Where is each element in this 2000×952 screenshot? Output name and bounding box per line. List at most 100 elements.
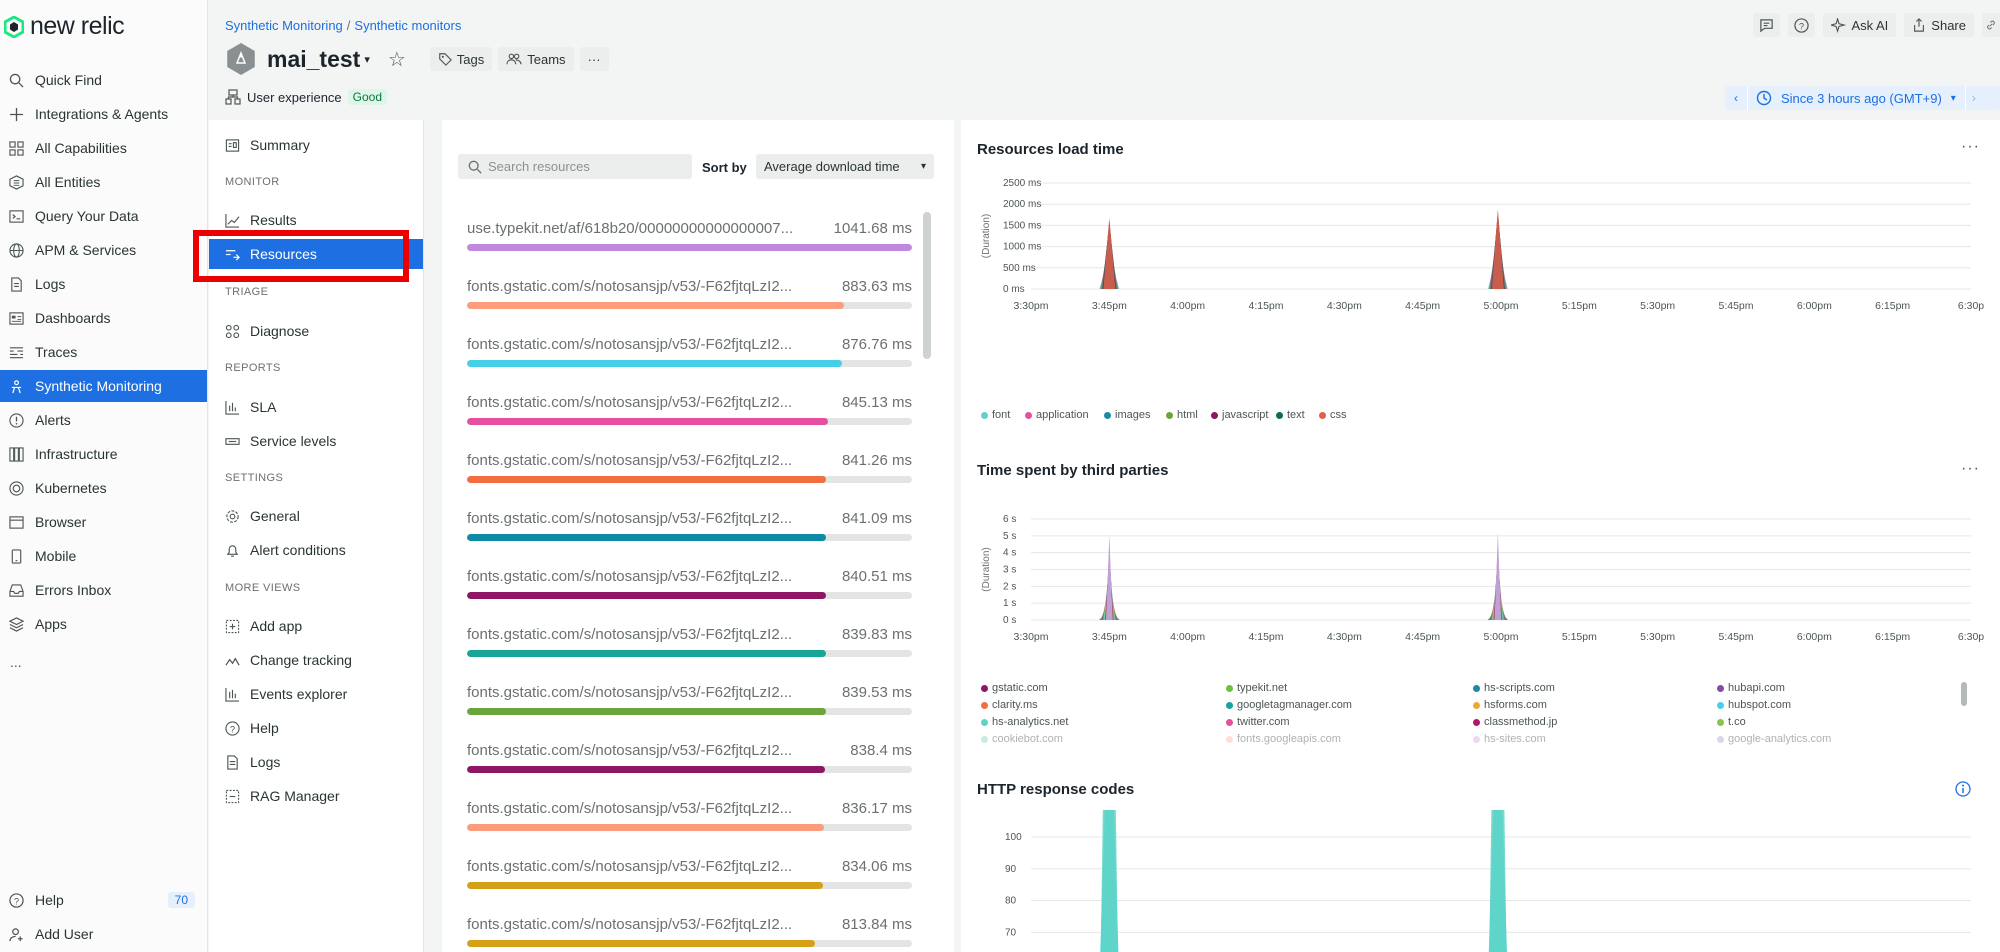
subnav-alert-conditions[interactable]: Alert conditions [209, 535, 423, 565]
legend-item[interactable]: t.co [1717, 716, 1746, 728]
subnav-events-explorer[interactable]: Events explorer [209, 679, 423, 709]
nav-more[interactable]: ... [10, 654, 22, 670]
nav-add-user[interactable]: Add User [0, 918, 207, 950]
nav-item-all-capabilities[interactable]: All Capabilities [0, 132, 207, 164]
resource-row[interactable]: fonts.gstatic.com/s/notosansjp/v53/-F62f… [467, 684, 912, 724]
copy-link-button[interactable] [1982, 13, 2000, 37]
legend-item[interactable]: hs-analytics.net [981, 716, 1068, 728]
help-button[interactable]: ? [1788, 13, 1816, 37]
legend-item[interactable]: text [1276, 409, 1305, 421]
user-experience-indicator[interactable]: User experience Good [225, 89, 388, 105]
legend-item[interactable]: classmethod.jp [1473, 716, 1557, 728]
resource-row[interactable]: fonts.gstatic.com/s/notosansjp/v53/-F62f… [467, 278, 912, 318]
nav-help[interactable]: ? Help 70 [0, 884, 207, 916]
legend-item[interactable]: twitter.com [1226, 716, 1290, 728]
resource-row[interactable]: fonts.gstatic.com/s/notosansjp/v53/-F62f… [467, 336, 912, 376]
legend-item[interactable]: hsforms.com [1473, 699, 1547, 711]
subnav-service-levels[interactable]: Service levels [209, 426, 423, 456]
legend-item[interactable]: gstatic.com [981, 682, 1048, 694]
legend-item[interactable]: hs-scripts.com [1473, 682, 1555, 694]
nav-item-alerts[interactable]: Alerts [0, 404, 207, 436]
area-spike-google-analytics-com[interactable] [1494, 532, 1501, 620]
nav-item-kubernetes[interactable]: Kubernetes [0, 472, 207, 504]
nav-item-logs[interactable]: Logs [0, 268, 207, 300]
chart-menu-button[interactable]: ··· [1961, 460, 1980, 477]
area-spike-other[interactable] [1489, 810, 1507, 952]
nav-item-synthetic-monitoring[interactable]: Synthetic Monitoring [0, 370, 207, 402]
resource-row[interactable]: fonts.gstatic.com/s/notosansjp/v53/-F62f… [467, 568, 912, 608]
nav-item-apps[interactable]: Apps [0, 608, 207, 640]
subnav-summary[interactable]: Summary [209, 130, 423, 160]
share-button[interactable]: Share [1904, 13, 1974, 37]
new-relic-logo[interactable]: new relic [4, 12, 125, 41]
nav-item-query-your-data[interactable]: Query Your Data [0, 200, 207, 232]
nav-item-quick-find[interactable]: Quick Find [0, 64, 207, 96]
subnav-rag-manager[interactable]: RAG Manager [209, 781, 423, 811]
resource-row[interactable]: fonts.gstatic.com/s/notosansjp/v53/-F62f… [467, 510, 912, 550]
subnav-logs[interactable]: Logs [209, 747, 423, 777]
legend-item[interactable]: hubspot.com [1717, 699, 1791, 711]
legend-item[interactable]: hubapi.com [1717, 682, 1785, 694]
nav-item-integrations-agents[interactable]: Integrations & Agents [0, 98, 207, 130]
legend-item[interactable]: clarity.ms [981, 699, 1038, 711]
nav-item-traces[interactable]: Traces [0, 336, 207, 368]
more-actions-button[interactable]: ··· [579, 47, 609, 71]
subnav-add-app[interactable]: Add app [209, 611, 423, 641]
chevron-right-icon[interactable]: › [1971, 91, 1976, 105]
nav-item-apm-services[interactable]: APM & Services [0, 234, 207, 266]
legend-item[interactable]: images [1104, 409, 1150, 421]
breadcrumb-synthetic-monitors[interactable]: Synthetic monitors [354, 18, 462, 33]
tags-button[interactable]: Tags [429, 47, 493, 71]
resource-row[interactable]: use.typekit.net/af/618b20/00000000000000… [467, 220, 912, 260]
subnav-resources[interactable]: Resources [209, 239, 423, 269]
subnav-diagnose[interactable]: Diagnose [209, 316, 423, 346]
chevron-down-icon[interactable]: ▾ [364, 53, 370, 66]
legend-item[interactable]: font [981, 409, 1010, 421]
resource-row[interactable]: fonts.gstatic.com/s/notosansjp/v53/-F62f… [467, 800, 912, 840]
nav-item-errors-inbox[interactable]: Errors Inbox [0, 574, 207, 606]
legend-scrollbar[interactable] [1961, 682, 1967, 706]
area-spike-google-analytics-com[interactable] [1106, 534, 1113, 620]
legend-item[interactable]: typekit.net [1226, 682, 1287, 694]
legend-item[interactable]: google-analytics.com [1717, 733, 1831, 745]
nav-item-infrastructure[interactable]: Infrastructure [0, 438, 207, 470]
feedback-button[interactable] [1753, 13, 1781, 37]
legend-item[interactable]: html [1166, 409, 1198, 421]
legend-item[interactable]: javascript [1211, 409, 1268, 421]
legend-item[interactable]: cookiebot.com [981, 733, 1063, 745]
nav-item-browser[interactable]: Browser [0, 506, 207, 538]
resource-row[interactable]: fonts.gstatic.com/s/notosansjp/v53/-F62f… [467, 742, 912, 782]
area-spike-other[interactable] [1100, 810, 1118, 952]
subnav-help[interactable]: ? Help [209, 713, 423, 743]
time-picker[interactable]: ‹ Since 3 hours ago (GMT+9) ▾ › [1725, 86, 2000, 110]
subnav-change-tracking[interactable]: Change tracking [209, 645, 423, 675]
area-spike-css[interactable] [1103, 217, 1116, 289]
search-input[interactable]: Search resources [458, 154, 692, 179]
nav-item-mobile[interactable]: Mobile [0, 540, 207, 572]
info-icon[interactable] [1955, 781, 1971, 797]
legend-item[interactable]: googletagmanager.com [1226, 699, 1352, 711]
chart-menu-button[interactable]: ··· [1961, 138, 1980, 155]
sort-select[interactable]: Average download time ▾ [756, 154, 934, 179]
chevron-left-icon[interactable]: ‹ [1734, 91, 1738, 105]
resource-row[interactable]: fonts.gstatic.com/s/notosansjp/v53/-F62f… [467, 916, 912, 952]
teams-button[interactable]: Teams [498, 47, 574, 71]
legend-item[interactable]: application [1025, 409, 1089, 421]
ask-ai-button[interactable]: Ask AI [1823, 13, 1897, 37]
nav-item-all-entities[interactable]: All Entities [0, 166, 207, 198]
resource-row[interactable]: fonts.gstatic.com/s/notosansjp/v53/-F62f… [467, 394, 912, 434]
resource-row[interactable]: fonts.gstatic.com/s/notosansjp/v53/-F62f… [467, 858, 912, 898]
legend-item[interactable]: hs-sites.com [1473, 733, 1546, 745]
scrollbar[interactable] [923, 212, 931, 359]
resource-row[interactable]: fonts.gstatic.com/s/notosansjp/v53/-F62f… [467, 452, 912, 492]
subnav-general[interactable]: General [209, 501, 423, 531]
star-icon[interactable]: ☆ [387, 48, 406, 71]
nav-item-dashboards[interactable]: Dashboards [0, 302, 207, 334]
breadcrumb-synthetic-monitoring[interactable]: Synthetic Monitoring [225, 18, 343, 33]
legend-item[interactable]: fonts.googleapis.com [1226, 733, 1341, 745]
resource-row[interactable]: fonts.gstatic.com/s/notosansjp/v53/-F62f… [467, 626, 912, 666]
subnav-results[interactable]: Results [209, 205, 423, 235]
area-spike-css[interactable] [1491, 208, 1504, 289]
legend-item[interactable]: css [1319, 409, 1347, 421]
subnav-sla[interactable]: SLA [209, 392, 423, 422]
